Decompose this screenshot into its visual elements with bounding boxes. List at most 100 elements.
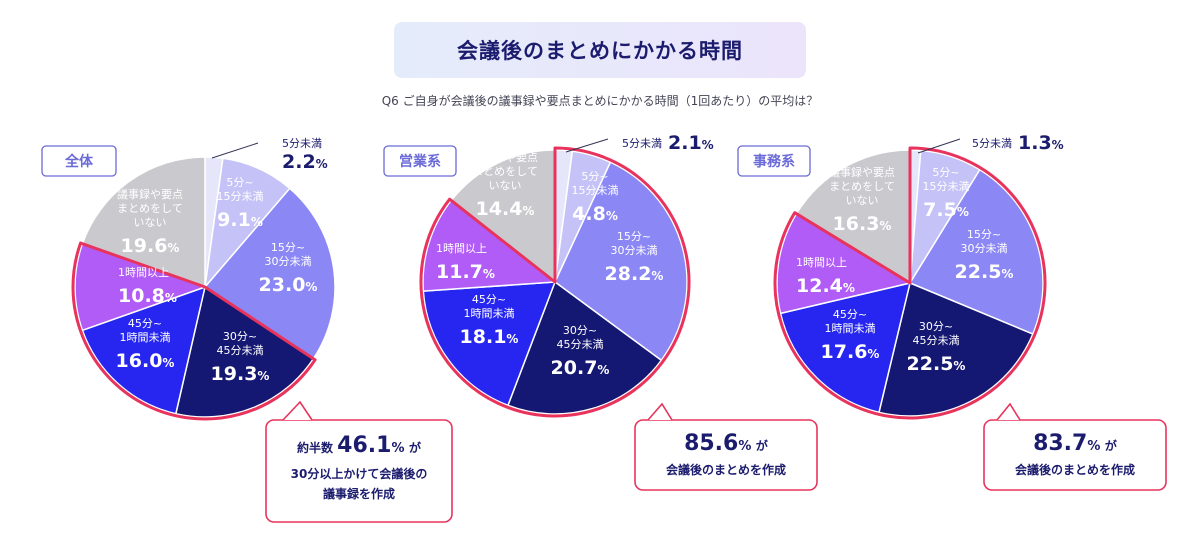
slice-value-over60: 12.4% bbox=[796, 275, 855, 297]
survey-question: Q6 ご自身が会議後の議事録や要点まとめにかかる時間（1回あたり）の平均は？ bbox=[381, 94, 819, 108]
slice-value-lt5: 2.1% bbox=[668, 132, 714, 154]
slice-value-over60: 11.7% bbox=[436, 261, 495, 283]
slice-value-none: 19.6% bbox=[121, 235, 180, 257]
highlight-outline bbox=[773, 146, 1047, 420]
slice-label-5-15: 15分未満 bbox=[923, 180, 970, 193]
pie-group-2: 営業系 5分未満 2.1% 5分~15分未満 4.8% 15分~30分未満 28.2% 30分… bbox=[383, 132, 818, 491]
slice-label-15-30: 30分未満 bbox=[961, 242, 1008, 255]
slice-label-15-30: 30分未満 bbox=[265, 255, 312, 268]
group-tag bbox=[737, 145, 811, 177]
highlight-outline bbox=[71, 241, 317, 421]
callout-tip bbox=[282, 400, 313, 421]
slice-value-30-45: 20.7% bbox=[551, 357, 610, 379]
pie-slice-none bbox=[450, 149, 556, 284]
slice-label-30-45: 30分~ bbox=[563, 324, 597, 337]
slice-value-5-15: 9.1% bbox=[217, 209, 263, 231]
callout-line: 会議後のまとめを作成 bbox=[1015, 462, 1135, 477]
leader-line bbox=[917, 138, 961, 154]
slice-label-15-30: 15分~ bbox=[967, 228, 1001, 241]
callout-tip-fill bbox=[997, 404, 1020, 420]
group-tag bbox=[383, 145, 457, 177]
leader-line bbox=[565, 138, 609, 153]
slice-label-45-60: 1時間未満 bbox=[120, 331, 171, 344]
slice-label-none: いない bbox=[134, 216, 167, 229]
slice-value-5-15: 4.8% bbox=[572, 203, 618, 225]
slice-label-15-30: 30分未満 bbox=[611, 244, 658, 257]
pie-slice-over60 bbox=[422, 199, 557, 292]
slice-label-45-60: 1時間未満 bbox=[464, 307, 515, 320]
slice-label-5-15: 5分~ bbox=[932, 166, 959, 179]
callout-box bbox=[634, 419, 818, 491]
callout-tip-fill bbox=[648, 404, 672, 420]
slice-label-5-15: 15分未満 bbox=[572, 184, 619, 197]
slice-label-none: いない bbox=[489, 179, 522, 192]
slice-label-30-45: 30分~ bbox=[223, 330, 257, 343]
slice-label-30-45: 30分~ bbox=[919, 320, 953, 333]
slice-label-none: いない bbox=[846, 194, 879, 207]
slice-label-over60: 1時間以上 bbox=[436, 242, 487, 255]
slice-value-45-60: 16.0% bbox=[116, 350, 175, 372]
pie-group-3: 事務系 5分未満 1.3% 5分~15分未満 7.5% 15分~30分未満 22.5% 30分… bbox=[737, 132, 1167, 491]
slice-value-15-30: 23.0% bbox=[259, 274, 318, 296]
slice-value-5-15: 7.5% bbox=[923, 199, 969, 221]
highlight-outline bbox=[419, 146, 691, 418]
slice-label-30-45: 45分未満 bbox=[217, 344, 264, 357]
callout-tip bbox=[996, 402, 1021, 421]
slice-label-30-45: 45分未満 bbox=[913, 334, 960, 347]
slice-label-15-30: 15分~ bbox=[271, 241, 305, 254]
slice-value-none: 14.4% bbox=[476, 198, 535, 220]
slice-label-over60: 1時間以上 bbox=[118, 266, 169, 279]
group-tag-label: 全体 bbox=[64, 153, 94, 170]
slice-label-45-60: 45分~ bbox=[472, 293, 506, 306]
slice-label-5-15: 5分~ bbox=[226, 176, 253, 189]
callout-headline: 85.6% が bbox=[684, 431, 768, 456]
slice-label-45-60: 1時間未満 bbox=[825, 322, 876, 335]
pie-slice-15-30 bbox=[908, 168, 1044, 336]
callout-line: 議事録を作成 bbox=[323, 486, 395, 501]
slice-value-lt5: 2.2% bbox=[282, 151, 328, 173]
pie-slice-30-45 bbox=[878, 281, 1034, 417]
slice-label-none: まとめをして bbox=[472, 165, 538, 178]
callout-line: 会議後のまとめを作成 bbox=[666, 462, 786, 477]
slice-label-lt5: 5分未満 bbox=[622, 137, 662, 150]
pie-slice-15-30 bbox=[554, 161, 688, 362]
pie-slice-none bbox=[795, 149, 911, 285]
slice-label-none: 議事録や要点 bbox=[472, 150, 538, 164]
pie-slice-30-45 bbox=[174, 285, 315, 418]
slice-label-15-30: 15分~ bbox=[617, 230, 651, 243]
pie-slice-45-60 bbox=[81, 285, 207, 415]
pie-slice-15-30 bbox=[203, 187, 336, 360]
slice-label-45-60: 45分~ bbox=[833, 308, 867, 321]
slice-label-none: 議事録や要点 bbox=[117, 187, 183, 201]
slice-label-over60: 1時間以上 bbox=[796, 256, 847, 269]
slice-value-15-30: 22.5% bbox=[955, 261, 1014, 283]
slice-label-45-60: 45分~ bbox=[128, 317, 162, 330]
pie-slice-over60 bbox=[74, 242, 208, 332]
pie-slice-30-45 bbox=[506, 280, 663, 415]
callout-headline: 83.7% が bbox=[1033, 431, 1117, 456]
slice-label-30-45: 45分未満 bbox=[557, 338, 604, 351]
callout-box bbox=[983, 419, 1167, 491]
callout-box bbox=[265, 419, 453, 523]
pie-slice-over60 bbox=[776, 212, 912, 315]
leader-line bbox=[211, 142, 259, 159]
callout-tip bbox=[647, 402, 673, 421]
slice-label-none: 議事録や要点 bbox=[829, 165, 895, 179]
slice-value-lt5: 1.3% bbox=[1018, 132, 1064, 154]
slice-value-none: 16.3% bbox=[833, 213, 892, 235]
slice-label-none: まとめをして bbox=[829, 180, 895, 193]
callout-tip-fill bbox=[283, 402, 312, 420]
slice-label-5-15: 15分未満 bbox=[217, 190, 264, 203]
group-tag bbox=[41, 145, 117, 177]
callout-headline: 約半数 46.1% が bbox=[297, 433, 421, 458]
group-tag-label: 営業系 bbox=[399, 153, 441, 170]
pie-slice-45-60 bbox=[422, 281, 557, 407]
slice-value-over60: 10.8% bbox=[118, 285, 177, 307]
slice-value-30-45: 19.3% bbox=[211, 363, 270, 385]
slice-label-lt5: 5分未満 bbox=[282, 137, 322, 150]
pie-slice-45-60 bbox=[779, 281, 912, 414]
group-tag-label: 事務系 bbox=[753, 153, 795, 170]
chart-title: 会議後のまとめにかかる時間 bbox=[394, 22, 806, 78]
